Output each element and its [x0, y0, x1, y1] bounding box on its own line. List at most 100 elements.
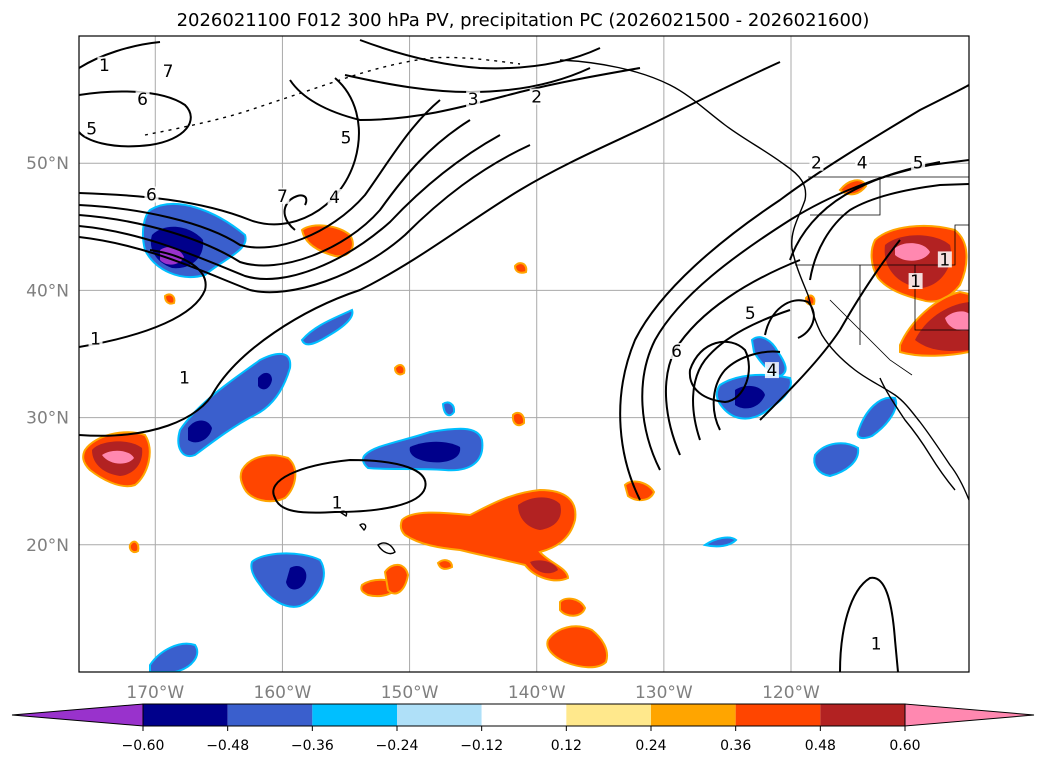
pv-contour	[79, 90, 192, 148]
contour-label-backdrop	[339, 129, 353, 146]
pv-contour-label: 5	[913, 154, 924, 174]
state-lines	[795, 177, 969, 376]
coastline-north-america	[559, 59, 969, 501]
lon-tick-label: 140°W	[508, 683, 566, 703]
colorbar-segment	[397, 704, 482, 726]
contour-label-backdrop	[330, 494, 345, 511]
colorbar-outline	[142, 703, 906, 727]
pv-contour-label: 4	[767, 361, 778, 381]
axis-tick-labels: 170°W 160°W 150°W 140°W 130°W 120°W 50°N 40°N 30…	[26, 154, 820, 703]
coastlines	[144, 56, 969, 555]
precip-negative-area	[441, 401, 456, 417]
pv-contour	[839, 576, 899, 672]
pv-contour	[359, 39, 601, 70]
pv-contour	[79, 249, 207, 348]
precip-positive-area	[383, 563, 410, 595]
pv-contour-label: 5	[745, 304, 756, 324]
lon-tick-label: 150°W	[381, 683, 439, 703]
contour-label-backdrop	[908, 273, 923, 290]
pv-contour	[79, 119, 471, 267]
pv-contour	[79, 144, 531, 294]
pv-contour-label: 4	[329, 188, 340, 208]
contour-label-backdrop	[177, 369, 192, 386]
pv-contour-label: 1	[871, 635, 882, 655]
colorbar-tick-label: 0.60	[889, 738, 920, 754]
colorbar-segment	[227, 704, 313, 726]
map-frame	[78, 35, 970, 673]
contour-label-backdrop	[84, 120, 99, 137]
pv-contour-label: 1	[179, 369, 190, 389]
pv-contour-label: 5	[86, 119, 97, 139]
colorbar-tick-label: −0.36	[291, 738, 334, 754]
precip-negative-core	[409, 441, 461, 463]
pv-contour	[712, 350, 781, 431]
pv-contours	[79, 39, 969, 672]
precip-positive-area	[511, 411, 526, 427]
pv-contour-label: 6	[671, 342, 682, 362]
precip-negative-area	[149, 642, 199, 672]
precip-negative-area	[702, 536, 738, 548]
contour-label-backdrop	[466, 91, 481, 108]
precip-positive-area	[163, 293, 176, 305]
lat-tick-label: 20°N	[26, 536, 69, 556]
pv-contour-label: 6	[137, 90, 148, 110]
pv-contour-label: 3	[468, 90, 479, 110]
colorbar-segment	[651, 704, 736, 726]
precip-negative-core	[258, 372, 272, 390]
precip-positive-core	[518, 497, 561, 530]
contour-label-backdrop	[144, 186, 159, 203]
pv-contour-label: 1	[910, 272, 921, 292]
colorbar-segment	[735, 704, 821, 726]
precip-positive-peak	[945, 311, 969, 331]
colorbar-segment	[143, 704, 228, 726]
pv-contour-label: 1	[99, 56, 110, 76]
lat-tick-label: 40°N	[26, 281, 69, 301]
colorbar-tick-label: −0.48	[206, 738, 249, 754]
lon-tick-label: 120°W	[762, 683, 820, 703]
contour-label-backdrop	[764, 362, 779, 379]
precip-negative-core	[188, 420, 212, 443]
pv-contour	[289, 67, 641, 122]
pv-contour-label: 4	[857, 154, 868, 174]
lat-tick-label: 30°N	[26, 409, 69, 429]
pv-contour	[79, 99, 441, 249]
colorbar-segment	[820, 704, 905, 726]
pv-contour-label: 2	[811, 154, 822, 174]
contour-label-backdrop	[135, 91, 150, 108]
pv-contour-label: 1	[332, 493, 343, 513]
precip-negative-peak	[160, 247, 184, 265]
lon-tick-label: 160°W	[254, 683, 312, 703]
pv-contour	[619, 84, 969, 501]
pv-contour	[789, 161, 941, 261]
colorbar-segment	[566, 704, 651, 726]
precip-negative-area	[856, 396, 898, 440]
pv-contour-label: 7	[277, 187, 288, 207]
colorbar-tick-label: −0.12	[460, 738, 503, 754]
colorbar-segment	[481, 704, 567, 726]
precip-positive-area	[239, 454, 297, 503]
coastline-alaska-chain	[144, 56, 521, 136]
contour-label-backdrop	[743, 304, 758, 321]
contour-label-backdrop	[529, 88, 544, 105]
precip-negative-area	[813, 442, 860, 478]
map-title: 2026021100 F012 300 hPa PV, precipitatio…	[177, 10, 870, 31]
colorbar: −0.60 −0.48 −0.36 −0.24 −0.12 0.12 0.24 0.36 0.4…	[11, 703, 1035, 754]
pv-contour-label: 5	[341, 128, 352, 148]
colorbar-tick-label: −0.60	[122, 738, 165, 754]
borders	[795, 176, 969, 376]
map-background	[79, 36, 969, 672]
pv-contour-label: 1	[90, 329, 101, 349]
colorbar-tick-label: −0.24	[376, 738, 419, 754]
precip-positive-area	[623, 480, 656, 502]
contour-label-backdrop	[97, 56, 112, 73]
colorbar-tick-label: 0.12	[551, 738, 582, 754]
colorbar-segment	[312, 704, 397, 726]
coastline-baja	[879, 377, 956, 491]
colorbar-extend-low	[11, 703, 144, 727]
precip-positive-area	[436, 559, 454, 570]
contour-label-backdrop	[869, 635, 884, 652]
pv-contour	[272, 458, 427, 514]
contour-label-backdrop	[88, 330, 103, 347]
